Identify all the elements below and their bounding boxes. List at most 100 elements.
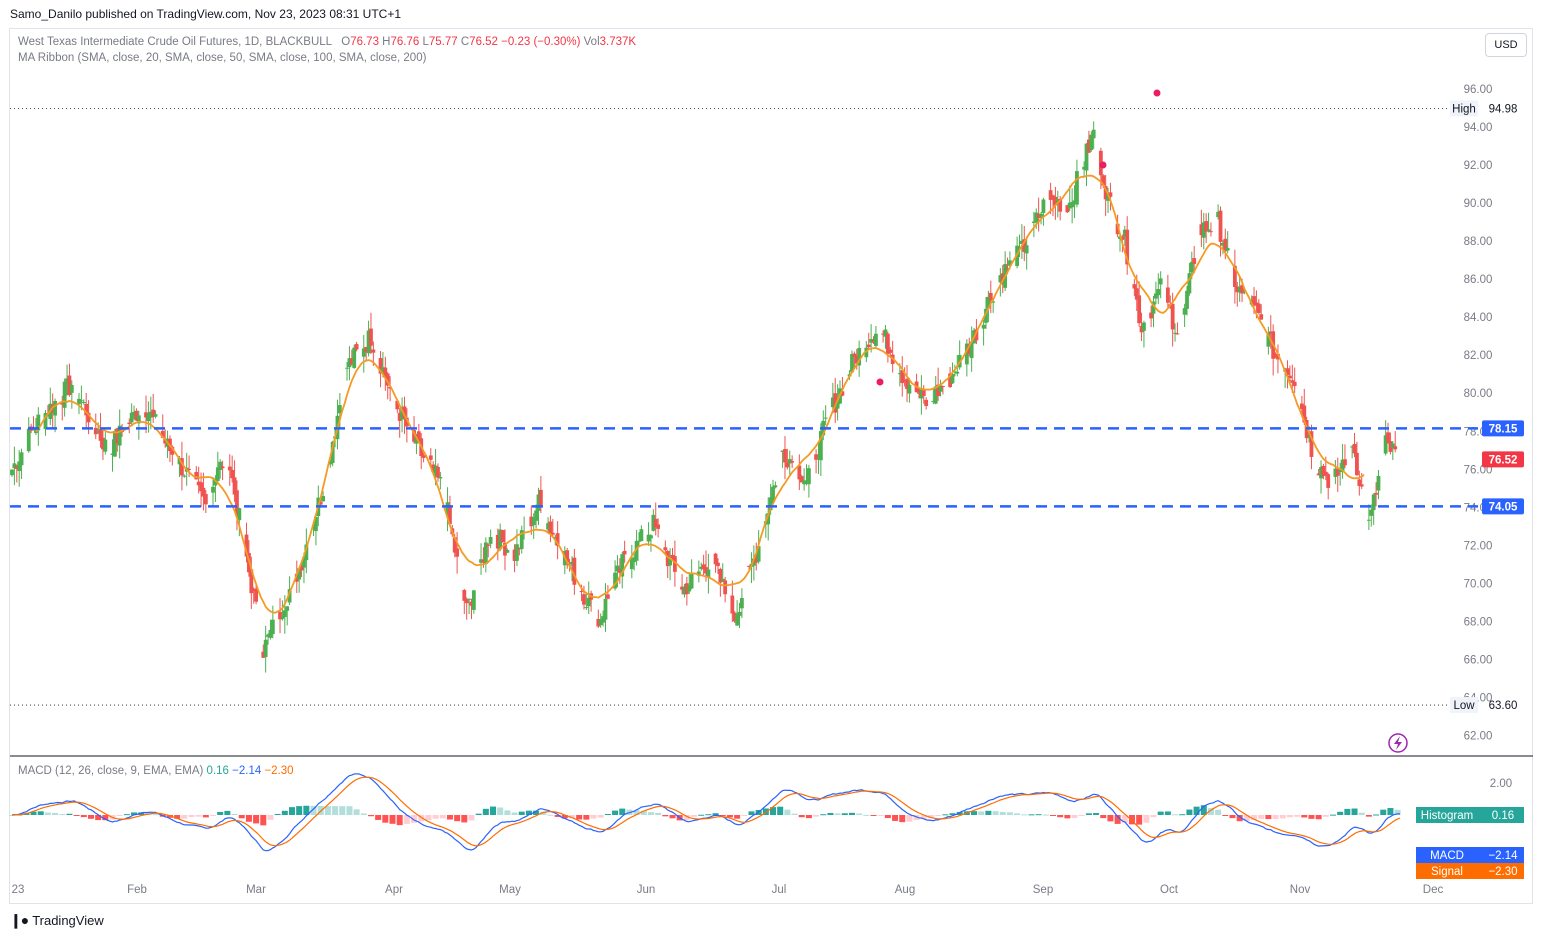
candle-body [215,467,220,481]
candle-body [1209,231,1213,233]
candle-body [1053,196,1058,206]
candle-body [1139,326,1144,333]
x-tick-label: Sep [1033,884,1053,896]
macd-hist-bar [66,813,73,815]
candle-body [385,373,390,386]
candle-body [852,353,857,357]
candle-body [187,468,191,470]
macd-hist-bar [382,815,389,823]
candle-body [964,343,969,365]
candle-body [263,639,268,658]
candle-body [1223,238,1228,252]
candle-body [730,595,735,614]
candle-body [515,544,519,561]
candle-body [1154,293,1158,299]
candle-body [570,561,574,565]
candle-body [144,412,148,418]
candle-body [840,391,845,396]
close-label: C [460,36,470,48]
macd-hist-bar [827,812,834,815]
candle-body [538,489,543,507]
candle-body [1137,295,1142,324]
candle-body [1165,287,1170,303]
ma-ribbon-legend[interactable]: MA Ribbon (SMA, close, 20, SMA, close, 5… [18,52,427,64]
candle-body [799,476,804,483]
candle-body [1022,239,1027,252]
candle-body [1307,435,1311,437]
candle-body [227,466,232,471]
macd-hist-bar [303,805,310,815]
macd-hist-bar [1042,814,1049,816]
candle-body [211,486,215,493]
symbol-title[interactable]: West Texas Intermediate Crude Oil Future… [18,36,332,48]
candle-body [519,530,524,549]
candle-body [86,412,91,423]
macd-hist-bar [971,811,978,815]
candle-body [512,549,517,561]
macd-hist-bar [411,815,418,823]
macd-hist-bar [1286,815,1293,818]
macd-legend[interactable]: MACD (12, 26, close, 9, EMA, EMA) 0.16 −… [18,765,294,777]
candle-body [598,619,603,626]
macd-hist-bar [1308,815,1315,819]
candle-body [249,569,254,594]
candle-body [1103,186,1108,200]
candle-body [1352,443,1357,454]
open-value: 76.73 [350,36,379,48]
candle-body [646,534,651,542]
candle-body [933,386,938,404]
macd-tag-value: 0.16 [1492,810,1514,822]
candle-body [637,540,641,542]
macd-hist-bar [231,813,238,815]
macd-hist-bar [59,814,66,816]
candle-body [670,554,675,559]
candle-body [603,598,608,620]
footer-brand[interactable]: ❙● TradingView [10,912,104,929]
macd-tag-bg [1416,863,1524,879]
candle-body [404,417,409,427]
macd-hist-bar [899,815,906,823]
candle-body [897,373,902,375]
x-tick-label: Jul [772,884,787,896]
macd-hist-bar [195,815,202,817]
x-tick-label: Dec [1423,884,1444,896]
candle-body [1383,435,1388,454]
high-value: 94.98 [1489,103,1518,115]
lightning-bolt-icon [1394,736,1402,750]
macd-hist-bar [1021,814,1028,816]
macd-hist-bar [375,815,382,820]
macd-hist-bar [260,815,267,826]
currency-button[interactable]: USD [1485,33,1527,57]
candle-body [299,565,304,571]
candle-body [586,597,591,607]
macd-hist-bar [777,806,784,815]
vol-label: Vol [583,36,600,48]
macd-hist-bar [1172,814,1179,816]
macd-title: MACD (12, 26, close, 9, EMA, EMA) [18,765,204,777]
candle-body [1125,229,1130,265]
macd-hist-bar [339,806,346,815]
candle-body [65,378,69,383]
candle-body [180,458,184,476]
macd-hist-bar [425,815,432,821]
candle-body [663,547,668,551]
macd-hist-bar [1279,815,1286,819]
candle-body [687,585,692,592]
macd-hist-bar [1064,815,1071,819]
candle-body [1058,199,1063,212]
candle-body [1285,368,1290,376]
x-tick-label: Aug [895,884,915,896]
macd-hist-bar [1265,815,1272,820]
candle-body [613,572,617,589]
candle-body [902,380,907,382]
candle-body [751,558,756,566]
candle-body [17,461,22,472]
candle-body [462,590,467,601]
macd-hist-bar [202,815,209,818]
candle-body [1115,223,1120,235]
macd-hist-bar [511,812,518,815]
macd-hist-bar [1085,813,1092,815]
macd-hist-value: 0.16 [206,765,229,777]
candle-body [1106,193,1110,201]
